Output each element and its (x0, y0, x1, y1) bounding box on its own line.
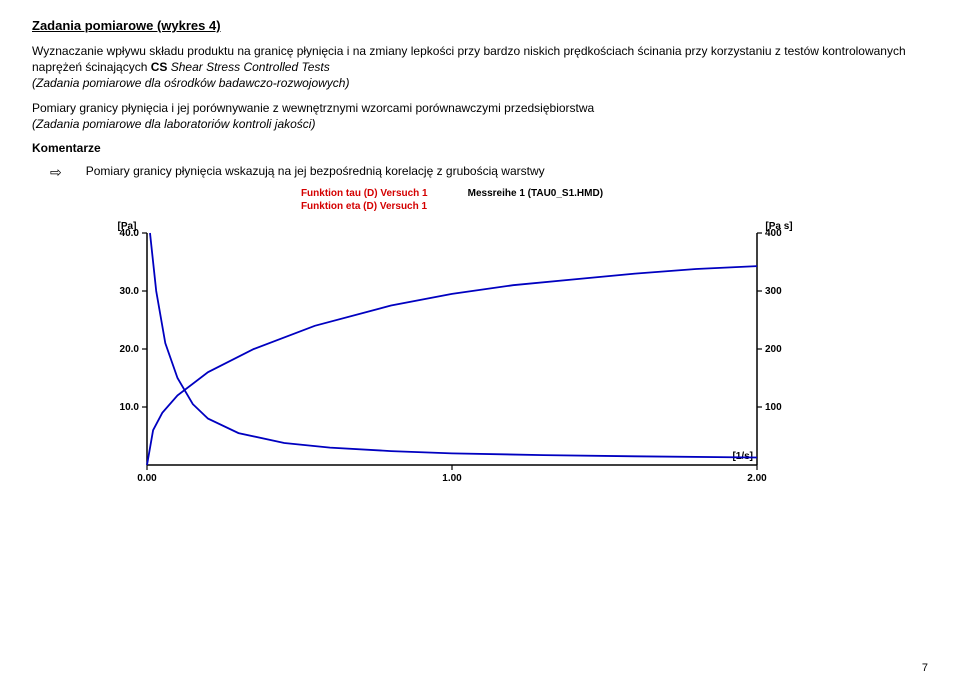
svg-text:[Pa s]: [Pa s] (765, 221, 792, 232)
svg-text:200: 200 (765, 344, 782, 355)
para1-subtext: (Zadania pomiarowe dla ośrodków badawczo… (32, 76, 349, 90)
legend-tau: Funktion tau (D) Versuch 1 (301, 187, 428, 200)
bullet-text: Pomiary granicy płynięcia wskazują na je… (86, 164, 545, 178)
chart-container: Funktion tau (D) Versuch 1 Funktion eta … (92, 187, 812, 495)
section-title: Zadania pomiarowe (wykres 4) (32, 18, 928, 33)
para1-text-b: Shear Stress Controlled Tests (167, 60, 329, 74)
legend-eta: Funktion eta (D) Versuch 1 (301, 200, 428, 213)
page-number: 7 (922, 662, 928, 674)
svg-text:100: 100 (765, 402, 782, 413)
svg-text:[Pa]: [Pa] (118, 221, 137, 232)
paragraph-1: Wyznaczanie wpływu składu produktu na gr… (32, 43, 928, 92)
comments-heading: Komentarze (32, 140, 928, 156)
para2-subtext: (Zadania pomiarowe dla laboratoriów kont… (32, 117, 315, 131)
paragraph-2: Pomiary granicy płynięcia i jej porównyw… (32, 100, 928, 132)
legend-mess: Messreihe 1 (TAU0_S1.HMD) (468, 187, 603, 200)
svg-text:300: 300 (765, 286, 782, 297)
svg-text:30.0: 30.0 (120, 286, 140, 297)
svg-text:1.00: 1.00 (442, 473, 462, 484)
svg-text:2.00: 2.00 (747, 473, 767, 484)
arrow-icon: ⇨ (50, 164, 62, 181)
svg-text:0.00: 0.00 (137, 473, 157, 484)
para1-cs: CS (151, 60, 168, 74)
svg-text:20.0: 20.0 (120, 344, 140, 355)
svg-text:10.0: 10.0 (120, 402, 140, 413)
para2-text: Pomiary granicy płynięcia i jej porównyw… (32, 101, 594, 115)
chart-legend: Funktion tau (D) Versuch 1 Funktion eta … (92, 187, 812, 213)
chart-plot: 40.030.020.010.04003002001000.001.002.00… (92, 215, 812, 495)
bullet-row: ⇨ Pomiary granicy płynięcia wskazują na … (32, 164, 928, 181)
